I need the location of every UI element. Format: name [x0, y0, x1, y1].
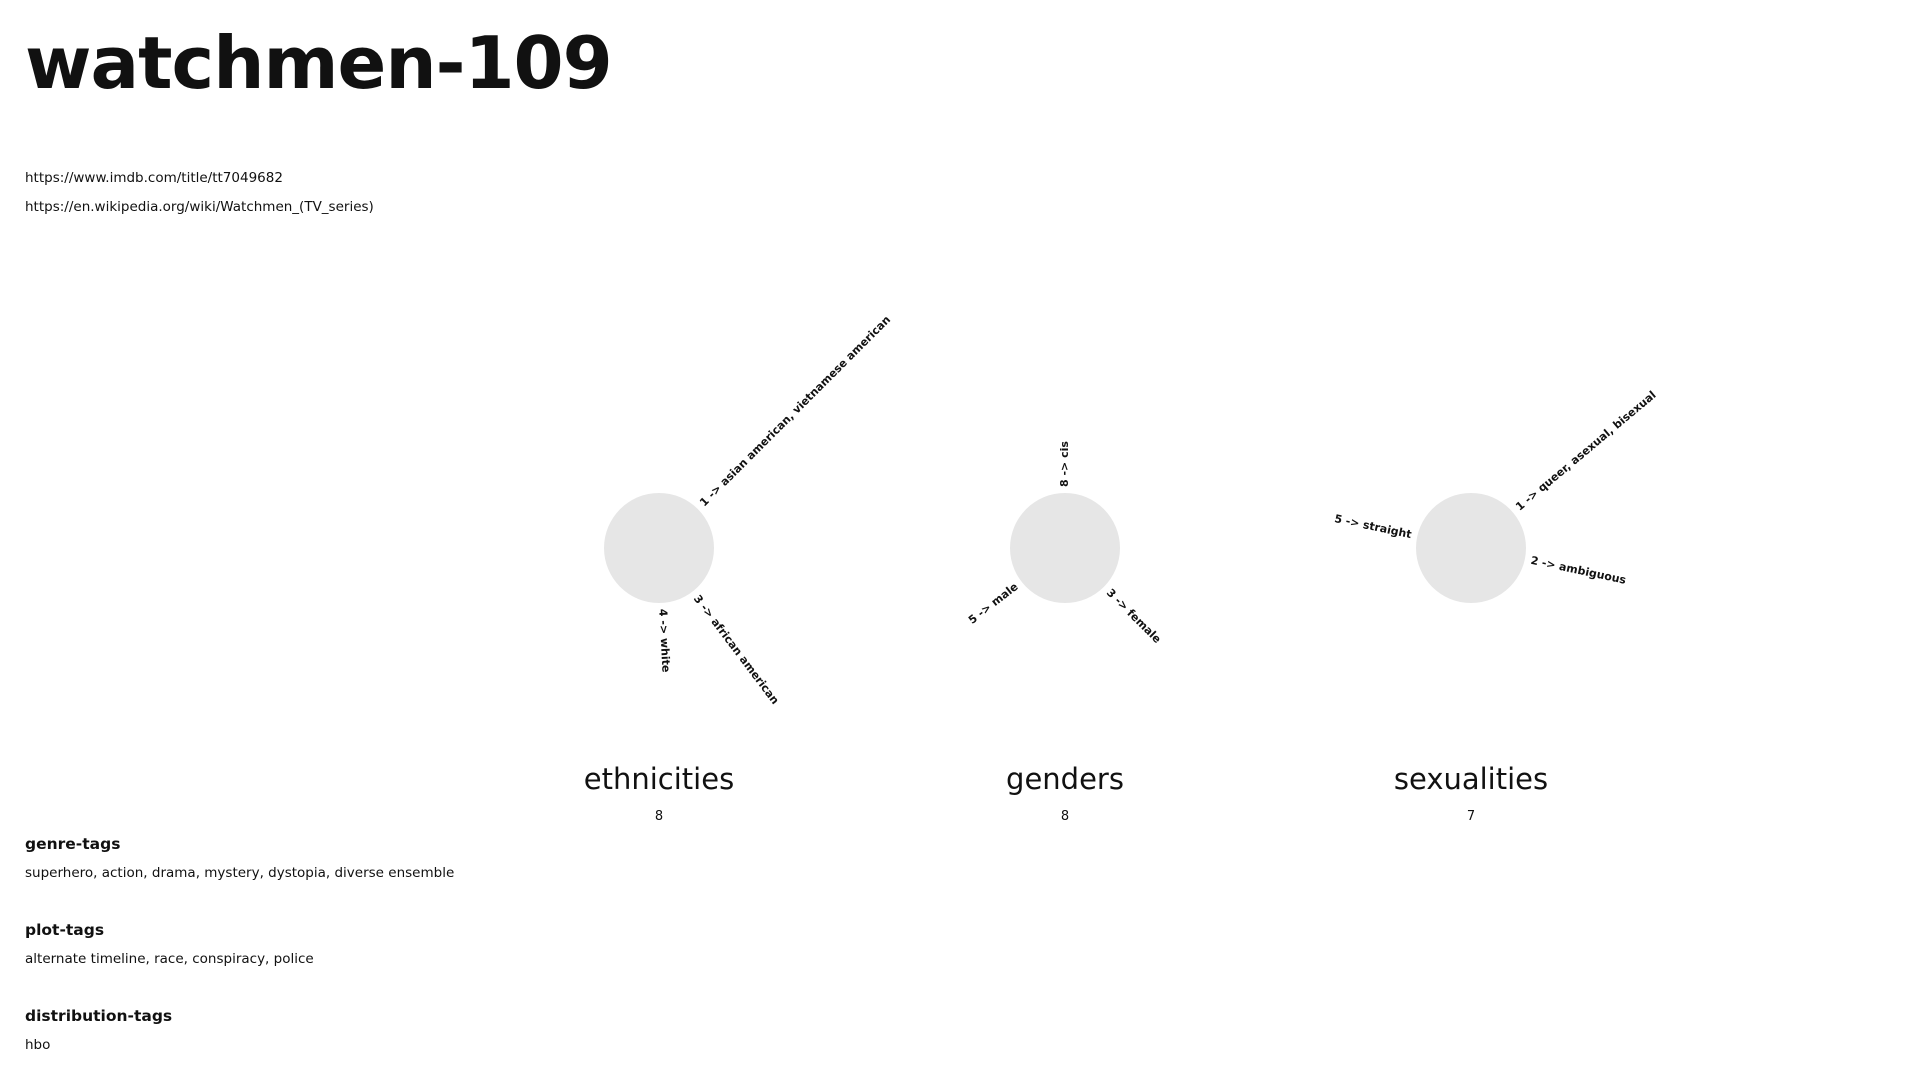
chart-total: 8 — [1061, 809, 1069, 824]
chart-title: genders — [1006, 762, 1124, 796]
chart-ethnicities: 1 -> asian american, vietnamese american… — [584, 313, 893, 824]
tag-section: genre-tags superhero, action, drama, mys… — [25, 834, 454, 1080]
plot-tags-group: plot-tags alternate timeline, race, cons… — [25, 920, 454, 1006]
chart-circle — [1416, 493, 1526, 603]
branch-label: 2 -> ambiguous — [1529, 554, 1627, 587]
genre-tags-values: superhero, action, drama, mystery, dysto… — [25, 865, 455, 881]
chart-total: 7 — [1467, 809, 1475, 824]
distribution-tags-values: hbo — [25, 1037, 51, 1053]
imdb-link[interactable]: https://www.imdb.com/title/tt7049682 — [25, 170, 283, 186]
branch-label: 1 -> asian american, vietnamese american — [697, 313, 893, 509]
branch-label: 5 -> straight — [1333, 512, 1412, 541]
genre-tags-group: genre-tags superhero, action, drama, mys… — [25, 834, 454, 920]
chart-genders: 8 -> cis 3 -> female 5 -> male genders 8 — [966, 441, 1164, 824]
chart-total: 8 — [655, 809, 663, 824]
branch-label: 5 -> male — [966, 580, 1021, 627]
distribution-tags-heading: distribution-tags — [25, 1007, 173, 1025]
genre-tags-heading: genre-tags — [25, 835, 121, 853]
branch-label: 1 -> queer, asexual, bisexual — [1513, 388, 1658, 513]
distribution-tags-group: distribution-tags hbo — [25, 1006, 454, 1080]
chart-title: ethnicities — [584, 762, 734, 796]
plot-tags-values: alternate timeline, race, conspiracy, po… — [25, 951, 314, 967]
chart-sexualities: 1 -> queer, asexual, bisexual 2 -> ambigu… — [1333, 388, 1658, 824]
wikipedia-link[interactable]: https://en.wikipedia.org/wiki/Watchmen_(… — [25, 199, 374, 215]
branch-label: 3 -> female — [1104, 586, 1164, 646]
branch-label: 8 -> cis — [1058, 441, 1071, 487]
chart-circle — [1010, 493, 1120, 603]
chart-title: sexualities — [1394, 762, 1548, 796]
chart-circle — [604, 493, 714, 603]
plot-tags-heading: plot-tags — [25, 921, 105, 939]
branch-label: 3 -> african american — [691, 592, 782, 706]
page-title: watchmen-109 — [25, 21, 613, 105]
branch-label: 4 -> white — [656, 609, 672, 673]
